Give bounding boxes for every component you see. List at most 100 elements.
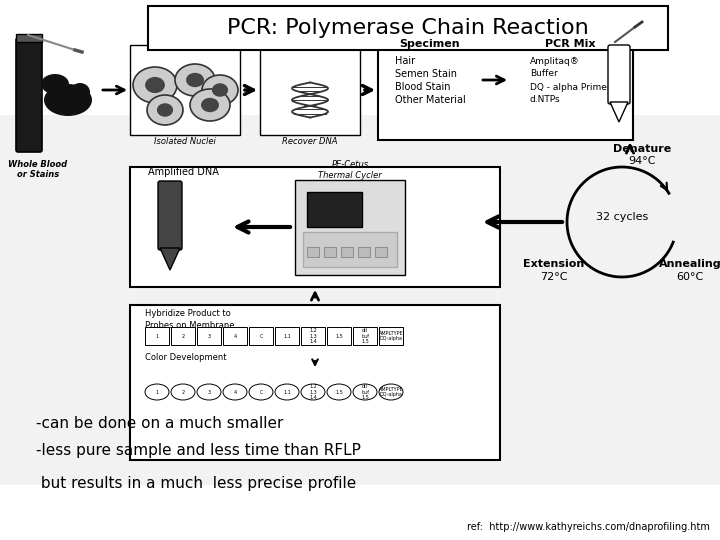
Text: 4: 4 [233, 334, 237, 339]
Text: C: C [259, 334, 263, 339]
Text: PCR Mix: PCR Mix [545, 39, 595, 49]
Bar [353, 327, 377, 345]
Bar [145, 327, 169, 345]
Ellipse shape [327, 384, 351, 400]
Bar [148, 6, 668, 50]
Text: dil
buf
1.5: dil buf 1.5 [361, 384, 369, 400]
Ellipse shape [171, 384, 195, 400]
Bar [301, 327, 325, 345]
Ellipse shape [70, 83, 90, 101]
Text: 3: 3 [207, 389, 210, 395]
Ellipse shape [175, 64, 215, 96]
Ellipse shape [223, 384, 247, 400]
Text: ref:  http://www.kathyreichs.com/dnaprofiling.htm: ref: http://www.kathyreichs.com/dnaprofi… [467, 522, 710, 532]
FancyBboxPatch shape [158, 181, 182, 250]
Bar [130, 305, 500, 460]
Text: dil
buf
1.5: dil buf 1.5 [361, 328, 369, 345]
Text: 72°C: 72°C [540, 272, 568, 282]
Text: DQ - alpha Primers: DQ - alpha Primers [530, 83, 616, 91]
Bar [249, 327, 273, 345]
Bar [379, 327, 403, 345]
Text: 2: 2 [181, 334, 184, 339]
Ellipse shape [145, 77, 165, 93]
Ellipse shape [186, 73, 204, 87]
Text: AMPLTYPE
DQ-alpha: AMPLTYPE DQ-alpha [379, 330, 403, 341]
Text: 1.2
1.3
1.4: 1.2 1.3 1.4 [309, 384, 317, 400]
Text: d.NTPs: d.NTPs [530, 96, 561, 105]
Text: Recover DNA: Recover DNA [282, 137, 338, 146]
Bar [295, 180, 405, 275]
Ellipse shape [353, 384, 377, 400]
Text: Color Development: Color Development [145, 354, 227, 362]
Bar [171, 327, 195, 345]
Bar [324, 247, 336, 257]
FancyBboxPatch shape [608, 45, 630, 104]
Bar [307, 192, 362, 227]
Bar [0, 115, 720, 485]
Text: 1.2
1.3
1.4: 1.2 1.3 1.4 [309, 328, 317, 345]
Bar [16, 34, 42, 42]
Bar [327, 327, 351, 345]
Ellipse shape [157, 103, 173, 117]
Bar [341, 247, 353, 257]
Ellipse shape [212, 83, 228, 97]
Text: 1.1: 1.1 [283, 334, 291, 339]
Text: Extension: Extension [523, 259, 585, 269]
Bar [303, 232, 397, 267]
Text: Denature: Denature [613, 144, 671, 154]
Bar [223, 327, 247, 345]
Bar [130, 167, 500, 287]
Ellipse shape [379, 384, 403, 400]
Text: Amplitaq®: Amplitaq® [530, 57, 580, 65]
Text: 1.1: 1.1 [283, 389, 291, 395]
Text: -less pure sample and less time than RFLP: -less pure sample and less time than RFL… [36, 443, 361, 458]
Text: C: C [259, 389, 263, 395]
Bar [307, 247, 319, 257]
Text: PE-Cetus
Thermal Cycler: PE-Cetus Thermal Cycler [318, 160, 382, 180]
Text: Amplified DNA: Amplified DNA [148, 167, 219, 177]
Text: Whole Blood
or Stains: Whole Blood or Stains [9, 160, 68, 179]
Polygon shape [610, 102, 628, 122]
Bar [130, 45, 240, 135]
Bar [378, 35, 633, 140]
Bar [375, 247, 387, 257]
Bar [197, 327, 221, 345]
Ellipse shape [249, 384, 273, 400]
Text: AMPLTYPE
DQ-alpha: AMPLTYPE DQ-alpha [379, 387, 403, 397]
Text: 94°C: 94°C [629, 156, 656, 166]
Text: 60°C: 60°C [676, 272, 703, 282]
Text: Isolated Nuclei: Isolated Nuclei [154, 137, 216, 146]
FancyBboxPatch shape [16, 38, 42, 152]
Text: 4: 4 [233, 389, 237, 395]
Text: -can be done on a much smaller: -can be done on a much smaller [36, 416, 284, 431]
Ellipse shape [301, 384, 325, 400]
Text: Specimen: Specimen [400, 39, 460, 49]
Text: but results in a much  less precise profile: but results in a much less precise profi… [36, 476, 356, 491]
Text: Buffer: Buffer [530, 70, 558, 78]
Text: Blood Stain: Blood Stain [395, 82, 451, 92]
Text: 32 cycles: 32 cycles [596, 212, 648, 222]
Text: PCR: Polymerase Chain Reaction: PCR: Polymerase Chain Reaction [227, 18, 589, 38]
Polygon shape [160, 248, 180, 270]
Bar [260, 45, 360, 135]
Bar [275, 327, 299, 345]
Ellipse shape [41, 74, 69, 94]
Text: Probes on Membrane: Probes on Membrane [145, 321, 235, 329]
Text: 2: 2 [181, 389, 184, 395]
Text: Annealing: Annealing [659, 259, 720, 269]
Ellipse shape [202, 75, 238, 105]
Text: 1.5: 1.5 [335, 389, 343, 395]
Text: Hair: Hair [395, 56, 415, 66]
Ellipse shape [44, 84, 92, 116]
Text: 3: 3 [207, 334, 210, 339]
Ellipse shape [190, 89, 230, 121]
Text: 1: 1 [156, 334, 158, 339]
Text: Other Material: Other Material [395, 95, 466, 105]
Text: Hybridize Product to: Hybridize Product to [145, 308, 230, 318]
Text: 1.5: 1.5 [335, 334, 343, 339]
Bar [358, 247, 370, 257]
Ellipse shape [133, 67, 177, 103]
Text: 1: 1 [156, 389, 158, 395]
Ellipse shape [145, 384, 169, 400]
Ellipse shape [147, 95, 183, 125]
